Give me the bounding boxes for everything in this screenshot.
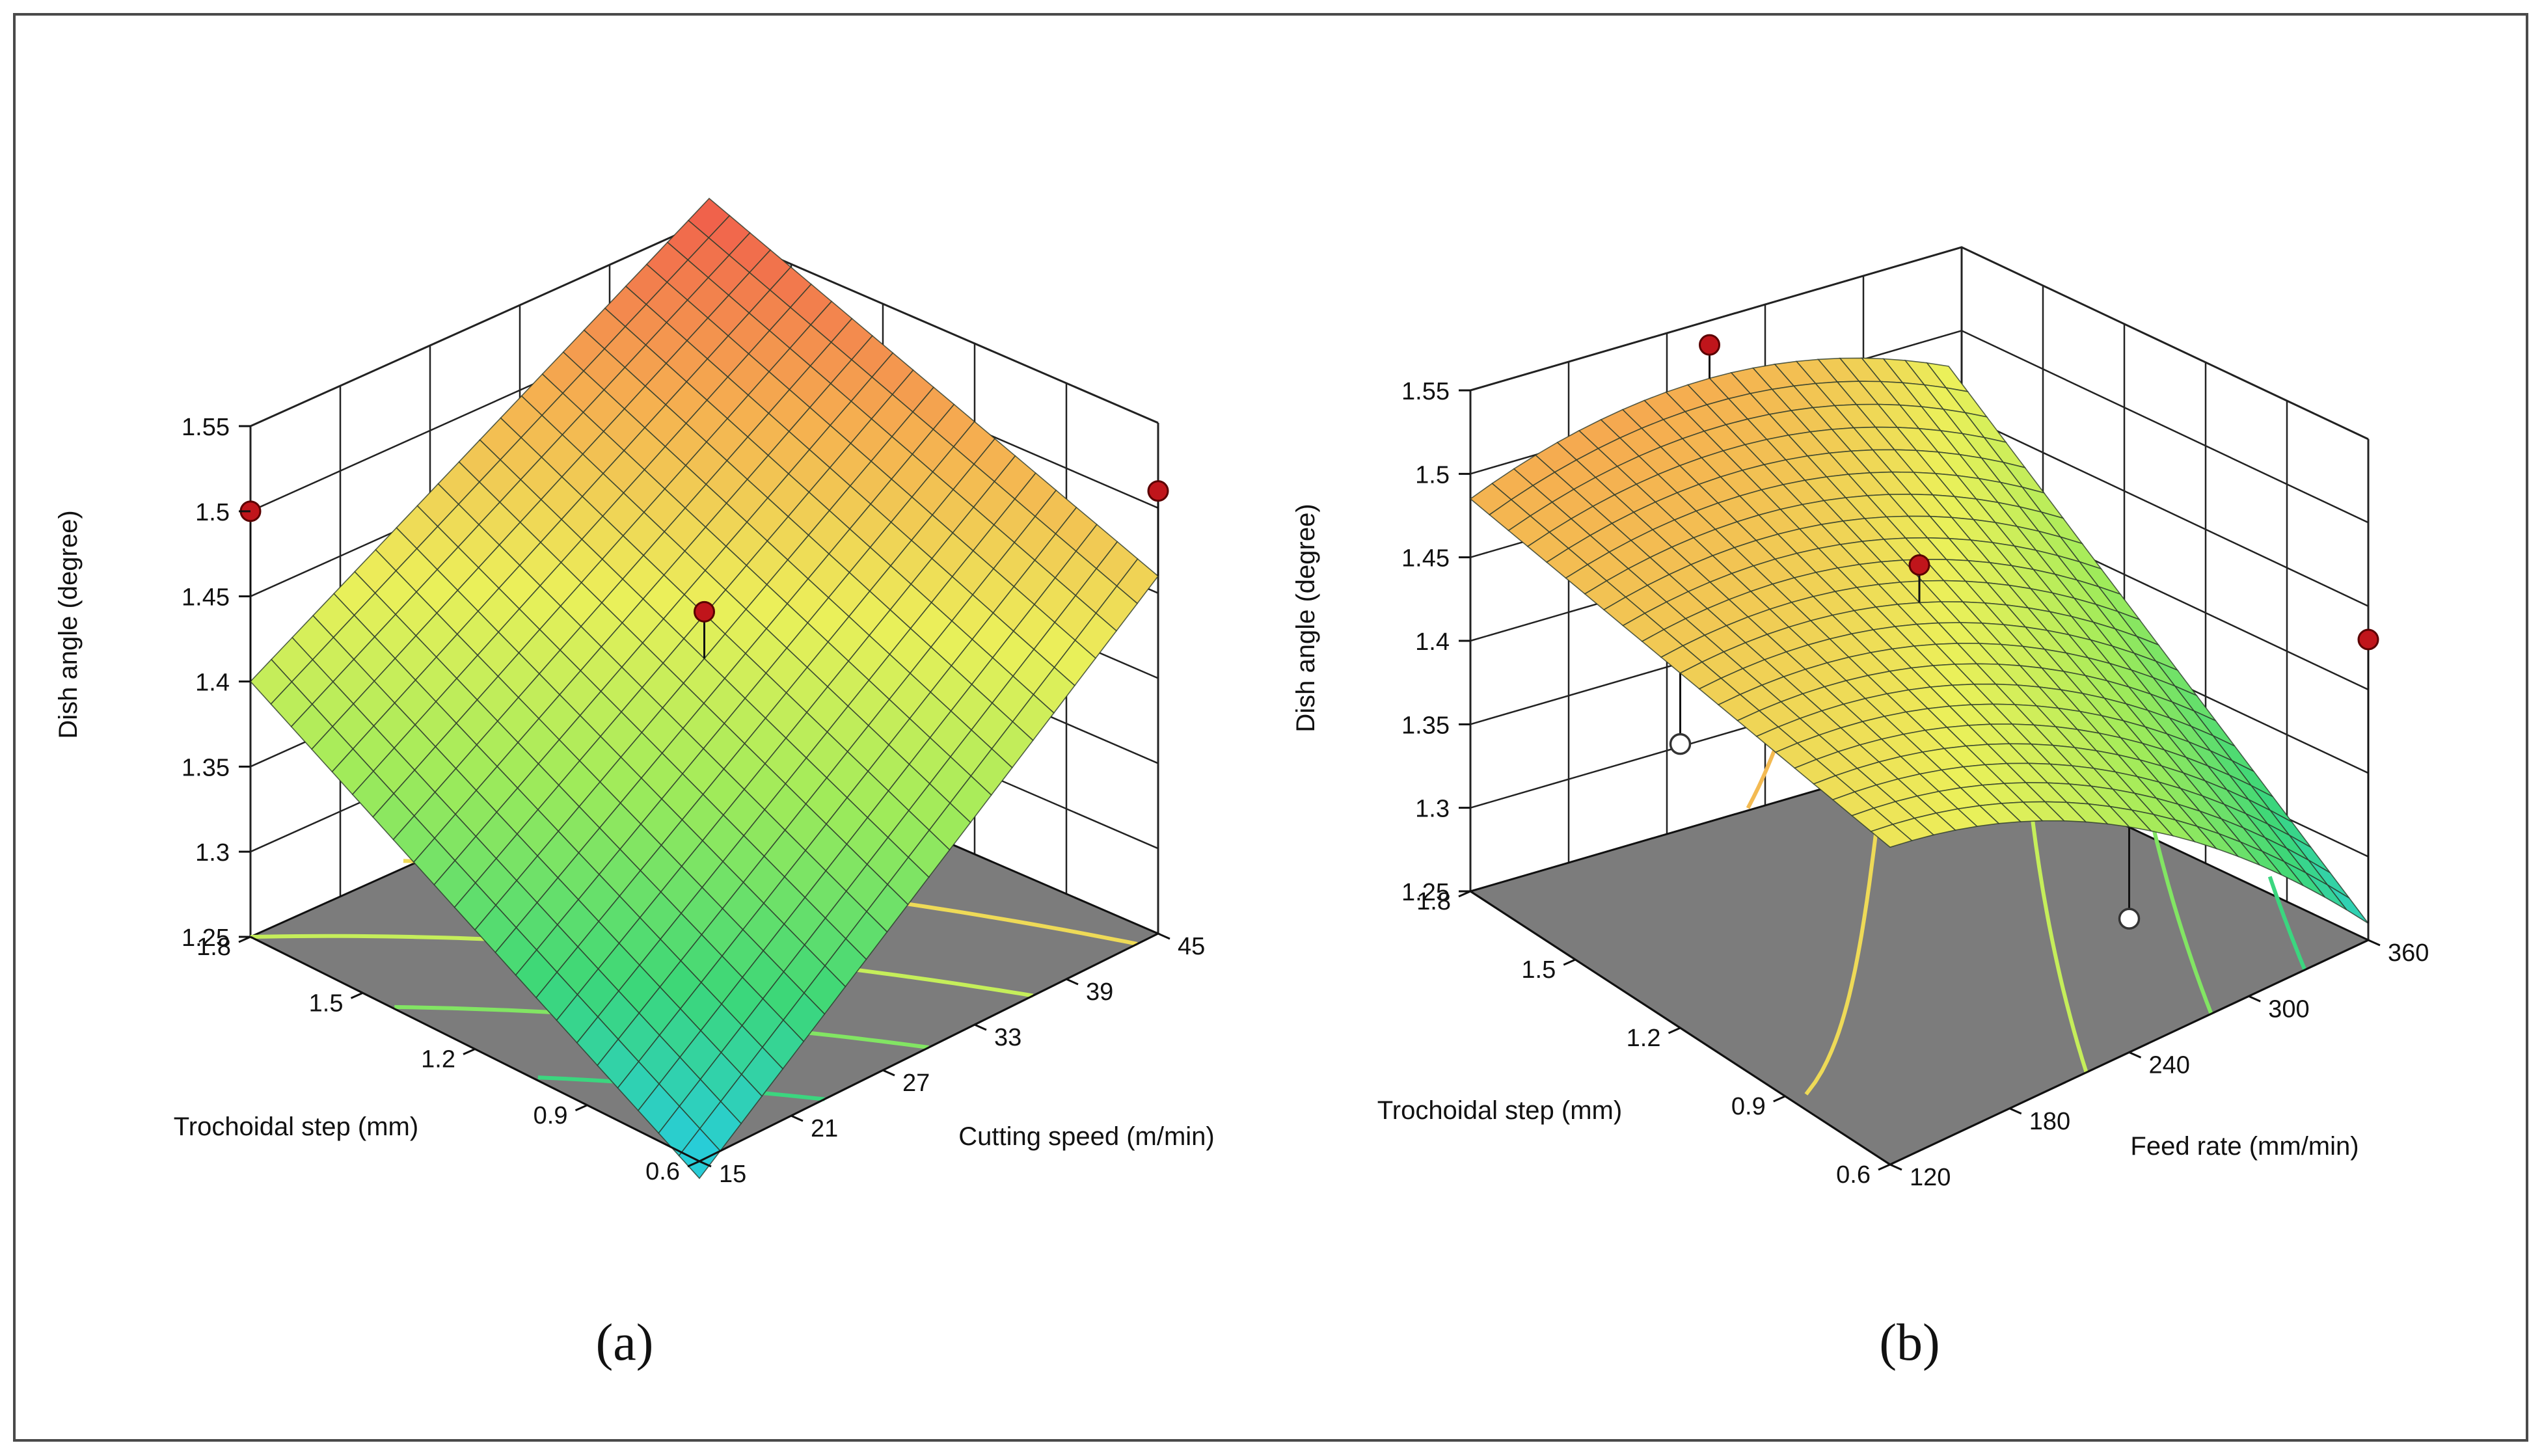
- z-tick-label: 1.45: [1401, 545, 1450, 573]
- right-axis-tick-label: 39: [1086, 978, 1113, 1006]
- response-surface: [249, 197, 1159, 1180]
- left-axis-tick-label: 0.6: [1836, 1161, 1871, 1189]
- right-axis-tick-label: 45: [1178, 933, 1205, 960]
- left-axis-tick-label: 0.6: [645, 1158, 680, 1185]
- design-point-above: [2357, 628, 2379, 651]
- right-axis-tick: [1157, 932, 1170, 940]
- right-axis-tick: [791, 1114, 804, 1122]
- left-axis-tick: [1773, 1095, 1786, 1103]
- panel-b: 1.25 1.3 1.35 1.4 1.45 1.5 1.55 Dish angle (deg…: [1291, 246, 2429, 1191]
- caption-b: (b): [1879, 1314, 1940, 1371]
- z-axis-label: Dish angle (degree): [54, 510, 83, 738]
- surface-cell: [1870, 824, 1913, 848]
- z-tick-label: 1.4: [1415, 628, 1450, 656]
- right-axis-tick-label: 33: [994, 1024, 1021, 1051]
- right-axis-tick-label: 27: [902, 1070, 930, 1097]
- z-tick-label: 1.35: [182, 754, 230, 781]
- design-point-above: [1699, 334, 1720, 356]
- left-axis-tick-label: 1.2: [1627, 1025, 1661, 1052]
- left-axis-tick: [575, 1104, 588, 1112]
- z-axis-label: Dish angle (degree): [1291, 504, 1320, 732]
- z-tick-label: 1.35: [1401, 712, 1450, 739]
- response-surface: [1469, 357, 2369, 924]
- right-axis-tick-label: 240: [2149, 1052, 2190, 1079]
- right-axis-tick: [2248, 995, 2261, 1003]
- z-tick-label: 1.3: [1415, 796, 1450, 823]
- contour-line: [2267, 876, 2307, 971]
- z-tick-label: 1.55: [182, 414, 230, 441]
- z-tick-label: 1.55: [1401, 378, 1450, 405]
- left-axis-tick: [350, 991, 364, 999]
- left-axis-tick: [1878, 1163, 1891, 1171]
- z-tick-label: 1.45: [182, 584, 230, 612]
- left-axis-tick-label: 1.2: [421, 1046, 455, 1073]
- right-axis-tick: [974, 1023, 987, 1031]
- left-axis-label: Trochoidal step (mm): [174, 1112, 418, 1141]
- right-axis-tick: [2368, 939, 2381, 947]
- z-tick-label: 1.5: [1415, 461, 1450, 489]
- left-axis-tick: [1668, 1027, 1681, 1034]
- design-point-below: [2118, 908, 2141, 930]
- right-axis-tick: [699, 1160, 712, 1168]
- right-axis-label: Cutting speed (m/min): [958, 1122, 1214, 1151]
- panel-a: 1.25 1.3 1.35 1.4 1.45 1.5 1.55 Dish angle (deg…: [54, 197, 1215, 1188]
- right-axis-tick-label: 120: [1910, 1164, 1951, 1191]
- left-axis-tick: [687, 1160, 700, 1168]
- left-axis-label: Trochoidal step (mm): [1377, 1096, 1622, 1125]
- left-axis-tick-label: 1.5: [1521, 956, 1556, 984]
- right-axis-tick: [2009, 1107, 2022, 1115]
- right-axis-tick: [1066, 978, 1079, 986]
- z-tick-label: 1.3: [195, 839, 230, 867]
- right-axis-tick: [882, 1069, 895, 1077]
- design-point-above: [694, 600, 715, 623]
- left-axis-tick-label: 1.8: [196, 934, 231, 961]
- right-axis-tick-label: 180: [2029, 1108, 2070, 1135]
- left-axis-tick-label: 1.8: [1416, 888, 1451, 915]
- right-axis-tick-label: 15: [719, 1161, 746, 1188]
- figure-border: [13, 13, 2528, 1442]
- left-axis-tick: [1563, 958, 1576, 966]
- z-tick-label: 1.4: [195, 669, 230, 697]
- right-axis-tick: [1889, 1163, 1902, 1171]
- left-axis-tick-label: 0.9: [534, 1102, 568, 1129]
- left-axis-tick-label: 0.9: [1731, 1093, 1766, 1120]
- caption-a: (a): [596, 1314, 654, 1371]
- contour-line: [2145, 800, 2213, 1015]
- left-axis-tick-label: 1.5: [309, 990, 344, 1017]
- contour-line: [1746, 747, 1778, 809]
- left-axis-tick: [238, 936, 251, 943]
- left-axis-tick: [1458, 890, 1471, 898]
- right-axis-tick-label: 300: [2268, 995, 2309, 1023]
- right-axis-tick-label: 21: [811, 1115, 838, 1142]
- z-tick-label: 1.5: [195, 499, 230, 526]
- design-point-above: [1908, 554, 1930, 576]
- z-tick-label: 1.25: [1401, 879, 1450, 906]
- right-axis-tick: [2128, 1051, 2142, 1058]
- left-axis-tick: [463, 1048, 476, 1055]
- right-axis-line: [699, 932, 1159, 1163]
- right-axis-label: Feed rate (mm/min): [2130, 1132, 2359, 1161]
- right-axis-tick-label: 360: [2388, 939, 2429, 967]
- design-point-above: [1147, 480, 1169, 502]
- z-tick-label: 1.25: [182, 924, 230, 952]
- design-point-below: [1669, 733, 1692, 755]
